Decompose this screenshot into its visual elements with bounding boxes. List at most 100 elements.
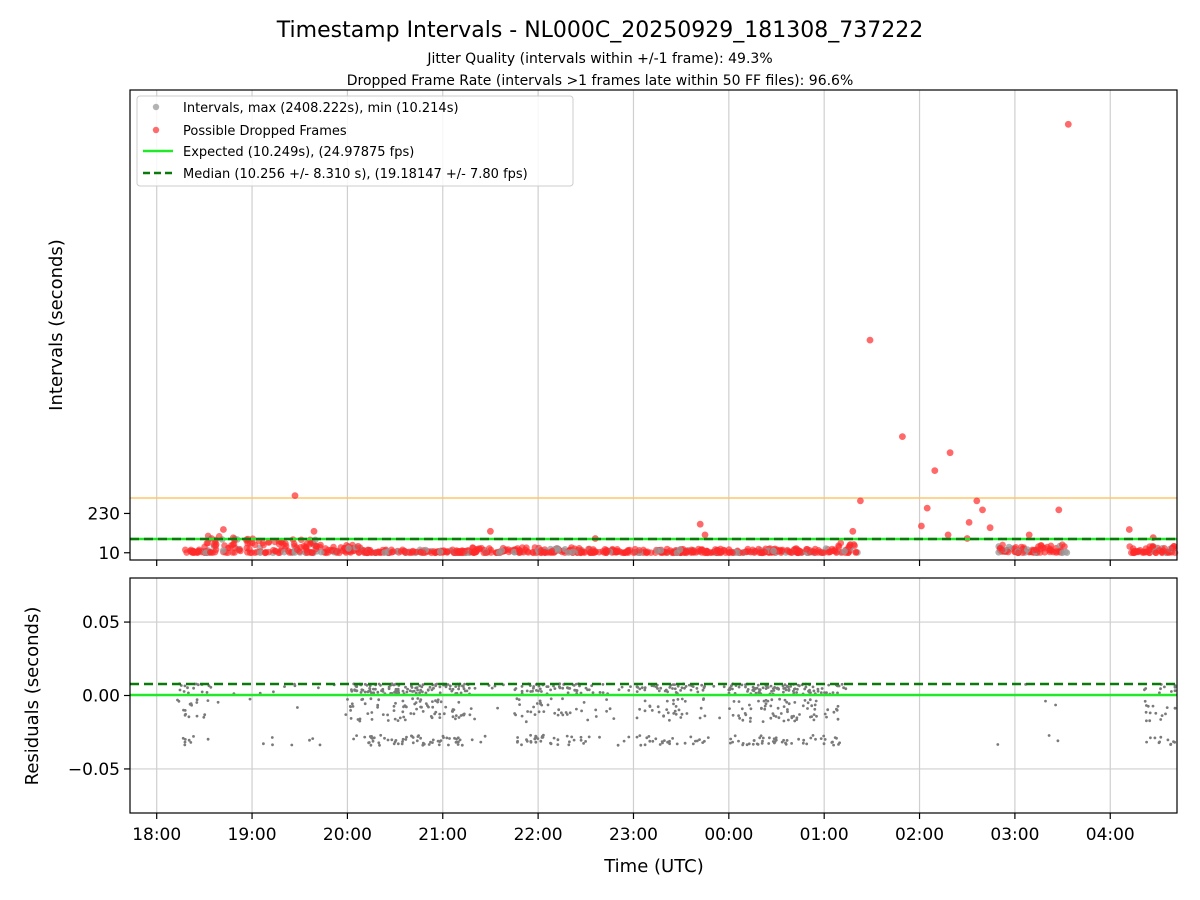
residual-point [655,685,658,689]
residual-point [290,743,294,747]
residual-point [831,691,835,694]
residual-point [806,701,810,705]
residual-point [454,717,457,721]
residual-point [411,697,414,701]
dropped-frame-point [259,539,267,547]
residual-point [584,740,587,743]
residual-point [368,689,372,692]
residual-point [761,686,765,690]
residual-point [665,708,669,711]
interval-point [381,549,388,556]
residual-point [772,737,776,741]
interval-point [345,545,352,552]
residual-point [529,740,533,743]
residual-point [689,688,693,692]
residual-point [771,687,775,690]
residual-point [367,741,371,744]
dropped-frame-point [1126,543,1133,550]
residual-point [1054,703,1057,707]
residual-point [318,743,322,747]
xtick-label-5: 23:00 [609,825,658,845]
residual-point [661,741,664,745]
residual-point [311,737,315,740]
dropped-frame-point [189,549,197,556]
residual-point [741,743,745,747]
residual-point [1159,718,1163,721]
residual-point [996,743,1000,746]
residual-point [672,712,676,715]
residual-point [366,690,370,694]
residual-point [835,708,839,712]
residual-point [381,713,385,716]
residual-point [790,742,793,745]
dropped-frame-point [402,549,409,556]
residual-point [760,741,764,745]
residual-point [594,715,598,718]
dropped-frame-point [231,544,239,552]
residual-point [783,683,787,687]
residual-point [1047,734,1051,737]
dropped-frame-point [810,548,817,555]
residual-point [751,688,755,692]
residual-point [844,687,848,691]
residual-point [582,701,586,704]
residual-point [654,737,658,741]
residual-point [1148,711,1152,715]
interval-point [1024,546,1031,553]
residual-point [663,739,666,742]
residual-point [381,690,385,693]
residual-point [411,736,415,739]
residual-point [396,742,400,746]
residual-point [402,715,406,719]
residual-point [779,712,783,715]
residual-point [729,737,733,741]
residual-point [656,705,660,709]
residual-point [680,712,684,716]
residual-point [419,688,422,692]
residual-point [668,718,671,722]
residual-point [695,687,699,690]
residual-point [816,689,820,693]
residual-point [457,684,461,688]
residual-point [703,685,706,688]
residual-point [568,687,572,690]
residual-point [823,712,827,716]
residual-point [457,700,461,704]
residual-point [668,686,672,689]
residual-point [468,713,472,717]
residual-point [668,739,671,743]
residual-point [699,706,703,710]
dropped-frame-point [626,546,634,554]
dropped-frame-point [328,547,336,555]
residual-point [815,714,818,718]
residual-point [744,685,747,689]
residual-point [1173,685,1177,689]
dropped-frame-point [1131,547,1138,555]
residual-point [351,705,355,708]
dropped-frame-point [1015,549,1022,556]
residual-point [396,719,400,722]
residual-point [701,688,705,692]
residual-point [617,688,621,692]
residual-point [386,738,390,742]
residual-point [206,737,210,741]
residual-point [805,742,809,746]
dropped-frame-point [261,549,269,557]
residual-point [525,689,529,693]
residual-point [579,691,583,695]
top-panel: 10 230 Intervals (seconds) Intervals, max… [46,89,1179,566]
residual-point [186,686,189,690]
dropped-frame-point [270,546,277,554]
residual-point [685,712,689,715]
residual-point [463,682,466,686]
residual-point [520,714,524,718]
residual-point [513,712,516,715]
dropped-frame-point [866,336,874,344]
dropped-frame-point [1125,526,1133,533]
residual-point [401,710,405,714]
residual-point [418,700,422,703]
residual-point [308,738,311,742]
residual-point [368,687,371,690]
residual-point [795,718,799,721]
residual-point [566,691,570,695]
